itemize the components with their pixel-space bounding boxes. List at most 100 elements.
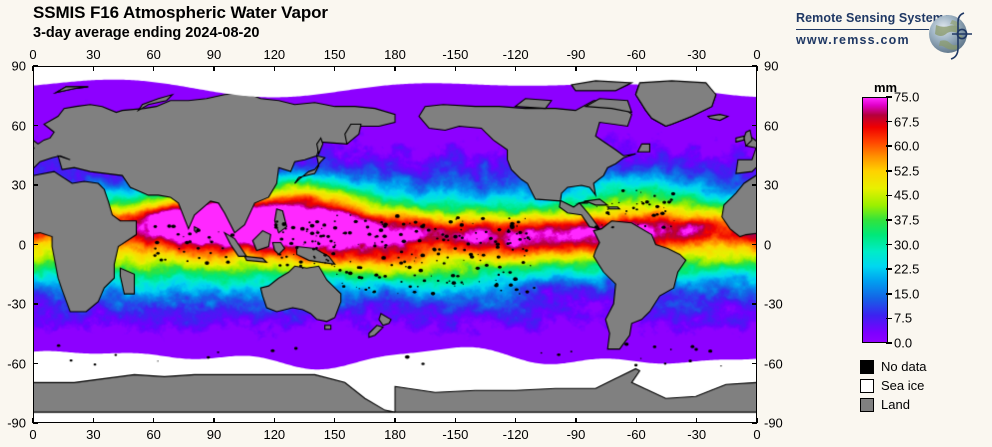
map-data-layer <box>34 67 756 422</box>
x-axis-label: 0 <box>753 427 761 442</box>
y-axis-label: -30 <box>764 296 783 312</box>
y-axis-tick <box>752 422 757 424</box>
colorbar-tick-label: 67.5 <box>894 114 920 130</box>
colorbar-tick <box>886 268 892 270</box>
y-axis-label: -60 <box>764 356 783 371</box>
colorbar-tick-label: 22.5 <box>894 261 920 277</box>
x-axis-label: -30 <box>687 47 707 62</box>
colorbar-unit-label: mm <box>874 80 898 95</box>
colorbar-tick-label: 0.0 <box>894 335 913 351</box>
x-axis-label: -60 <box>626 47 646 62</box>
y-axis-tick <box>33 422 38 424</box>
legend-label: Land <box>881 397 910 412</box>
y-axis-tick <box>752 184 757 186</box>
x-axis-label: -150 <box>442 427 469 442</box>
legend-item: Sea ice <box>860 376 927 395</box>
colorbar-tick-label: 52.5 <box>894 163 920 179</box>
x-axis-tick <box>32 418 34 423</box>
x-axis-label: 30 <box>86 427 101 442</box>
y-axis-label: -90 <box>7 415 26 431</box>
colorbar-tick-label: 15.0 <box>894 286 920 302</box>
colorbar-tick <box>886 96 892 98</box>
x-axis-label: 60 <box>146 47 161 62</box>
x-axis-label: 0 <box>29 427 37 442</box>
y-axis-tick <box>33 362 38 365</box>
y-axis-tick <box>752 303 757 305</box>
rss-logo: Remote Sensing Systems www.remss.com <box>796 8 986 60</box>
globe-crosshair-icon <box>929 12 972 60</box>
colorbar-tick-label: 45.0 <box>894 187 920 203</box>
x-axis-tick <box>152 418 155 423</box>
legend-swatch <box>860 359 874 374</box>
x-axis-tick <box>575 418 577 423</box>
x-axis-tick <box>333 66 336 71</box>
x-axis-label: 180 <box>384 47 406 62</box>
colorbar-tick <box>886 170 892 172</box>
x-axis-tick <box>394 66 396 71</box>
x-axis-label: 120 <box>263 47 286 62</box>
y-axis-label: 0 <box>18 237 26 252</box>
x-axis-tick <box>273 66 276 71</box>
legend-item: Land <box>860 395 927 414</box>
legend-label: Sea ice <box>881 378 925 393</box>
x-axis-label: 60 <box>146 427 161 442</box>
colorbar-tick <box>886 293 892 295</box>
y-axis-tick <box>33 184 38 186</box>
x-axis-tick <box>514 418 517 423</box>
colorbar-tick <box>886 219 892 221</box>
x-axis-tick <box>756 66 758 71</box>
x-axis-label: -90 <box>566 47 586 62</box>
x-axis-tick <box>92 418 95 423</box>
y-axis-tick <box>752 243 757 246</box>
y-axis-tick <box>33 124 38 127</box>
page-title: SSMIS F16 Atmospheric Water Vapor <box>33 3 328 22</box>
colorbar-tick-label: 60.0 <box>894 138 920 154</box>
colorbar-tick <box>886 243 892 246</box>
y-axis-label: 60 <box>764 118 779 133</box>
x-axis-label: 90 <box>206 47 222 62</box>
logo-company-name: Remote Sensing Systems <box>796 11 952 25</box>
x-axis-label: 90 <box>206 427 222 442</box>
x-axis-label: 0 <box>753 47 761 62</box>
colorbar-tick <box>886 194 892 197</box>
x-axis-tick <box>756 418 758 423</box>
x-axis-tick <box>273 418 276 423</box>
x-axis-tick <box>213 418 215 423</box>
y-axis-tick <box>752 124 757 127</box>
x-axis-label: 120 <box>263 427 286 442</box>
x-axis-tick <box>213 66 215 71</box>
y-axis-label: 30 <box>11 177 26 193</box>
colorbar-tick-label: 30.0 <box>894 237 920 253</box>
y-axis-label: 90 <box>764 58 779 74</box>
colorbar-tick <box>886 145 892 147</box>
x-axis-tick <box>333 418 336 423</box>
y-axis-tick <box>33 65 38 67</box>
x-axis-label: 150 <box>323 47 346 62</box>
y-axis-label: -60 <box>7 356 26 371</box>
colorbar-tick-label: 37.5 <box>894 212 920 228</box>
y-axis-label: 90 <box>11 58 26 74</box>
x-axis-label: 30 <box>86 47 101 62</box>
y-axis-label: 0 <box>764 237 772 252</box>
x-axis-tick <box>635 418 638 423</box>
legend-item: No data <box>860 357 927 376</box>
water-vapor-map[interactable] <box>33 66 757 423</box>
legend-label: No data <box>881 359 927 374</box>
y-axis-label: 30 <box>764 177 779 193</box>
legend-swatch <box>860 378 874 393</box>
x-axis-label: 180 <box>384 427 406 442</box>
y-axis-tick <box>33 303 38 305</box>
map-legend: No data Sea ice Land <box>860 357 927 414</box>
x-axis-tick <box>394 418 396 423</box>
x-axis-label: 150 <box>323 427 346 442</box>
y-axis-label: -90 <box>764 415 783 431</box>
page-subtitle: 3-day average ending 2024-08-20 <box>33 25 260 41</box>
colorbar-tick <box>886 342 892 344</box>
y-axis-tick <box>33 243 38 246</box>
x-axis-tick <box>514 66 517 71</box>
x-axis-tick <box>454 66 457 71</box>
logo-divider <box>796 29 929 30</box>
legend-swatch <box>860 397 874 412</box>
x-axis-label: -90 <box>566 427 586 442</box>
x-axis-label: -30 <box>687 427 707 442</box>
